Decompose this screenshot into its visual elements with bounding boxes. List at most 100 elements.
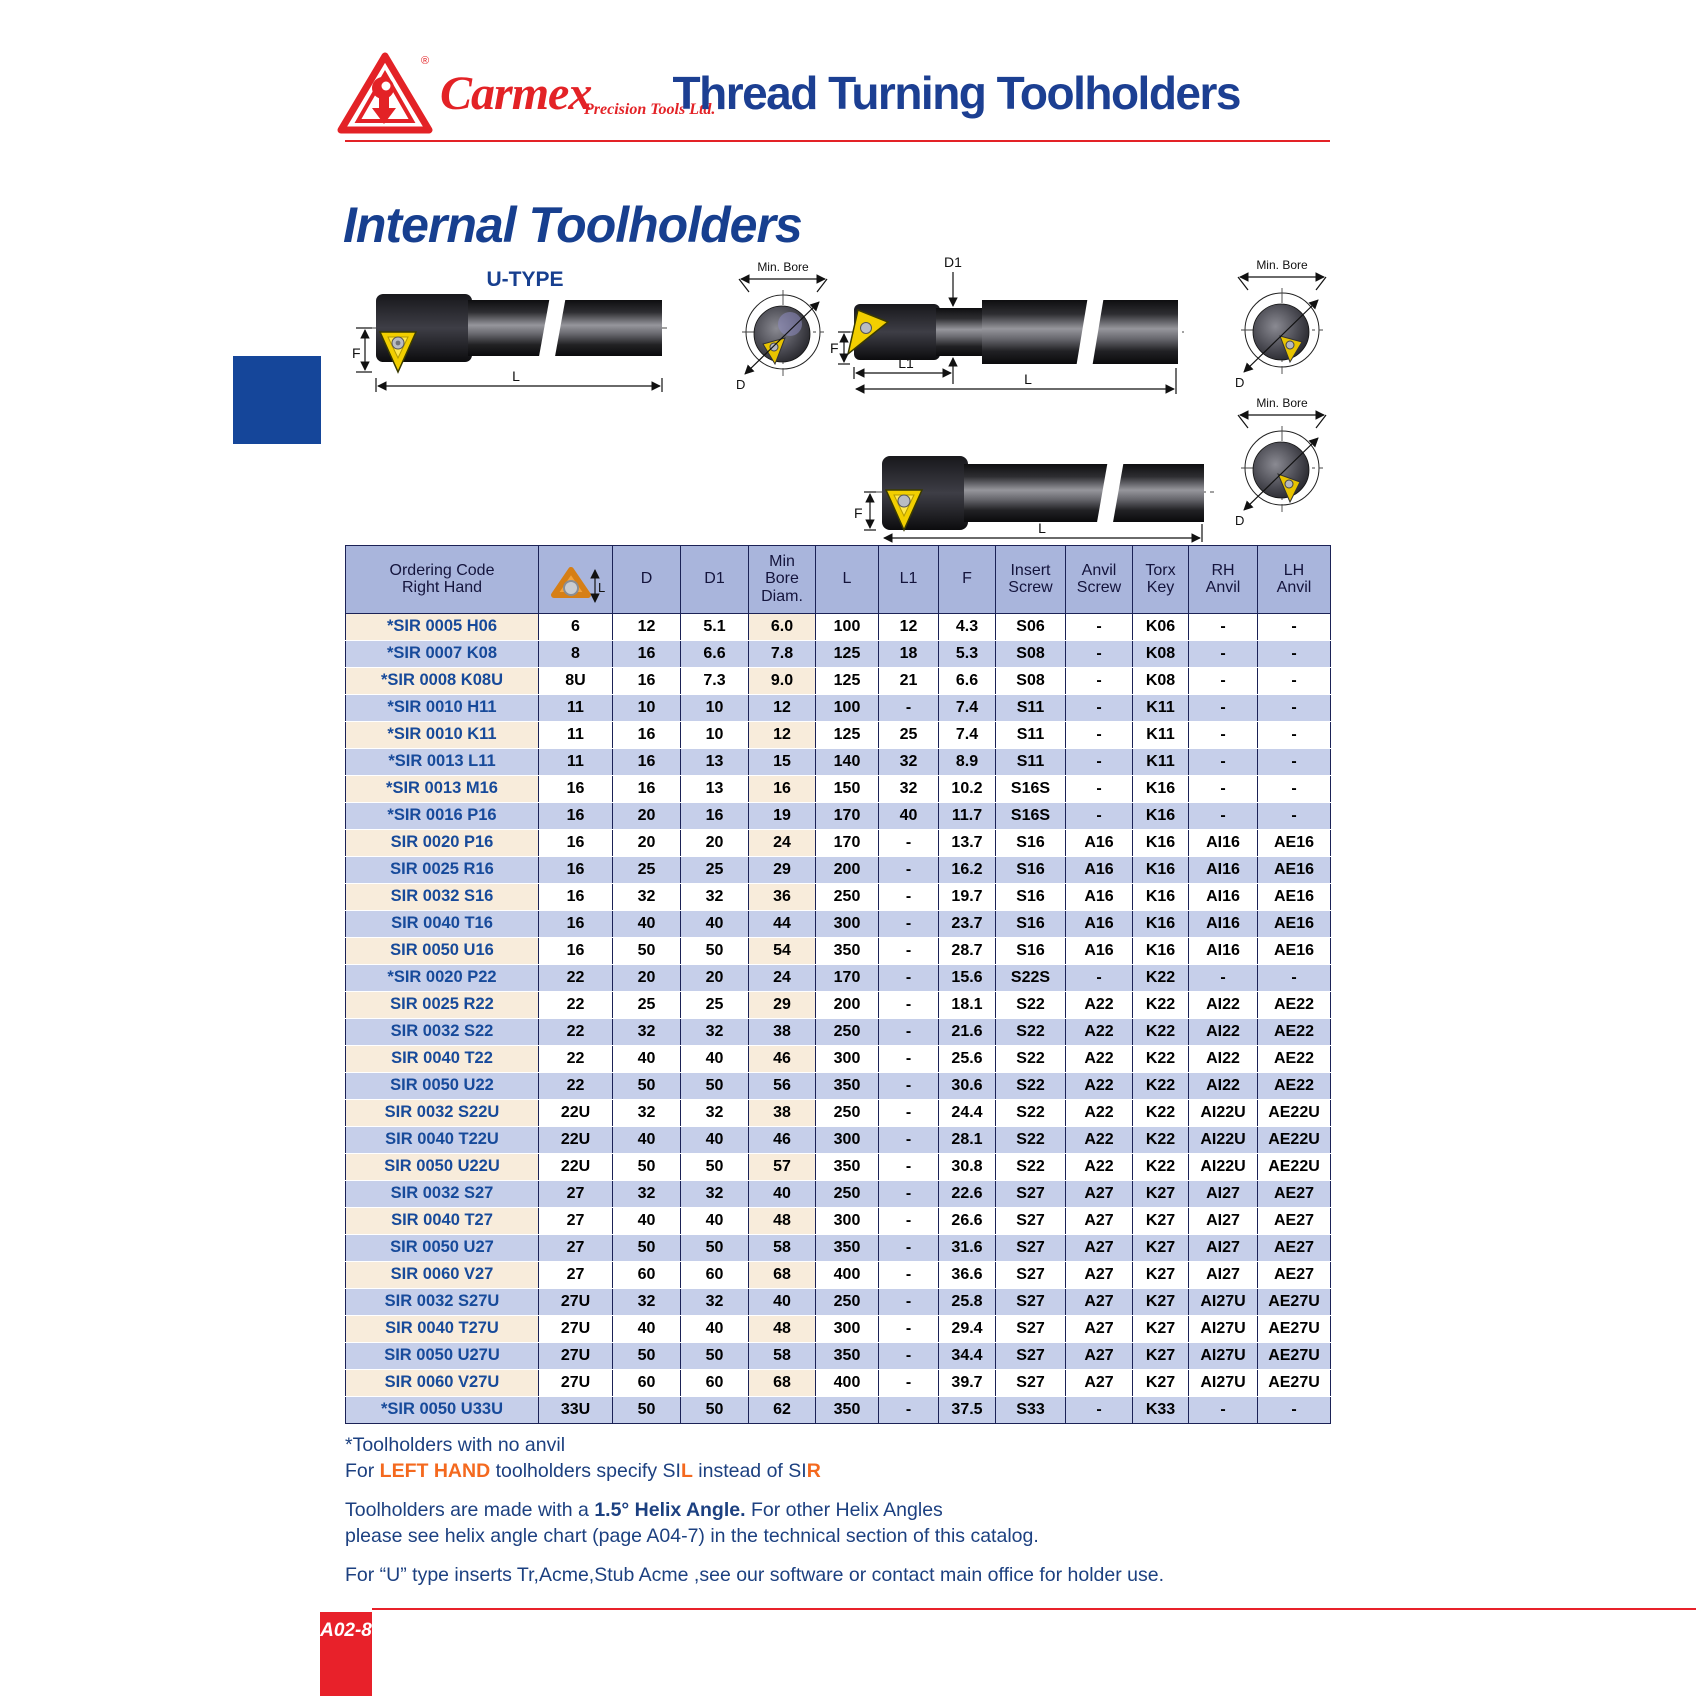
value-cell: 25.8 — [938, 1288, 996, 1316]
value-cell: 350 — [815, 1153, 879, 1181]
value-cell: 50 — [680, 1396, 749, 1424]
value-cell: K16 — [1132, 883, 1189, 911]
value-cell: 54 — [748, 937, 816, 965]
value-cell: A16 — [1065, 883, 1133, 911]
value-cell: 28.7 — [938, 937, 996, 965]
table-row: SIR 0040 T27U 27U 40 40 48 300-29.4 S27 A27 K27 A… — [345, 1315, 1331, 1343]
value-cell: 400 — [815, 1261, 879, 1289]
value-cell: - — [1065, 775, 1133, 803]
value-cell: 16 — [538, 937, 613, 965]
value-cell: K08 — [1132, 667, 1189, 695]
value-cell: 150 — [815, 775, 879, 803]
value-cell: 26.6 — [938, 1207, 996, 1235]
note-segment: For other Helix Angles — [745, 1499, 943, 1521]
value-cell: 48 — [748, 1315, 816, 1343]
value-cell: AI27U — [1188, 1342, 1258, 1370]
table-header-row: Ordering Code Right Hand L D D1 Min Bore… — [345, 545, 1331, 614]
value-cell: AI22 — [1188, 1072, 1258, 1100]
dim-d-label: D — [736, 377, 745, 392]
value-cell: - — [1257, 694, 1331, 722]
value-cell: S33 — [995, 1396, 1066, 1424]
value-cell: AI27 — [1188, 1234, 1258, 1262]
dim-l-label: L — [1038, 520, 1046, 536]
value-cell: A22 — [1065, 1153, 1133, 1181]
value-cell: S22 — [995, 991, 1066, 1019]
ordering-code-cell: *SIR 0016 P16 — [345, 802, 539, 830]
value-cell: 68 — [748, 1261, 816, 1289]
value-cell: 40 — [680, 1126, 749, 1154]
ordering-code-cell: *SIR 0008 K08U — [345, 667, 539, 695]
value-cell: - — [1188, 667, 1258, 695]
value-cell: 19 — [748, 802, 816, 830]
note-line: *Toolholders with no anvil — [345, 1432, 1245, 1458]
dim-l-label: L — [512, 368, 520, 384]
value-cell: 13 — [680, 775, 749, 803]
value-cell: AE27 — [1257, 1180, 1331, 1208]
value-cell: S16 — [995, 910, 1066, 938]
ordering-code-cell: *SIR 0020 P22 — [345, 964, 539, 992]
spec-table: Ordering Code Right Hand L D D1 Min Bore… — [345, 545, 1331, 1424]
table-row: SIR 0040 T27 27 40 40 48 300-26.6 S27 A27 K27 AI2… — [345, 1207, 1331, 1235]
value-cell: 7.4 — [938, 694, 996, 722]
value-cell: A27 — [1065, 1180, 1133, 1208]
col-l1: L1 — [878, 545, 939, 614]
value-cell: AE27U — [1257, 1288, 1331, 1316]
value-cell: 140 — [815, 748, 879, 776]
value-cell: K16 — [1132, 775, 1189, 803]
value-cell: 12 — [612, 613, 681, 641]
value-cell: 22.6 — [938, 1180, 996, 1208]
value-cell: S22 — [995, 1153, 1066, 1181]
table-row: *SIR 0008 K08U 8U 16 7.3 9.0 125 21 6.6 S08- K08-… — [345, 667, 1331, 695]
value-cell: 22 — [538, 991, 613, 1019]
col-insert-screw: Insert Screw — [995, 545, 1066, 614]
value-cell: 350 — [815, 1342, 879, 1370]
value-cell: AE27 — [1257, 1207, 1331, 1235]
end-view-diagram: Min. Bore D — [1235, 258, 1327, 390]
value-cell: S22 — [995, 1126, 1066, 1154]
ordering-code-cell: SIR 0050 U22U — [345, 1153, 539, 1181]
value-cell: AE22U — [1257, 1099, 1331, 1127]
ordering-code-cell: SIR 0025 R16 — [345, 856, 539, 884]
value-cell: 32 — [680, 1180, 749, 1208]
value-cell: AI16 — [1188, 883, 1258, 911]
value-cell: 12 — [748, 694, 816, 722]
value-cell: - — [878, 694, 939, 722]
value-cell: 16 — [612, 640, 681, 668]
value-cell: 15 — [748, 748, 816, 776]
col-torx-key: Torx Key — [1132, 545, 1189, 614]
value-cell: AI27U — [1188, 1369, 1258, 1397]
value-cell: S27 — [995, 1288, 1066, 1316]
value-cell: 10 — [680, 694, 749, 722]
ordering-code-cell: SIR 0040 T27 — [345, 1207, 539, 1235]
value-cell: 100 — [815, 613, 879, 641]
value-cell: - — [1188, 721, 1258, 749]
dim-d-label: D — [1235, 513, 1244, 528]
value-cell: K22 — [1132, 964, 1189, 992]
table-row: SIR 0060 V27U 27U 60 60 68 400-39.7 S27 A27 K27 A… — [345, 1369, 1331, 1397]
value-cell: 32 — [612, 1018, 681, 1046]
note-segment: please see helix angle chart (page A04-7… — [345, 1525, 1039, 1547]
value-cell: 250 — [815, 1180, 879, 1208]
value-cell: 7.8 — [748, 640, 816, 668]
blue-accent-square — [233, 356, 321, 444]
ordering-code-cell: *SIR 0007 K08 — [345, 640, 539, 668]
value-cell: 6.6 — [680, 640, 749, 668]
value-cell: 27 — [538, 1261, 613, 1289]
value-cell: 6 — [538, 613, 613, 641]
value-cell: K22 — [1132, 1153, 1189, 1181]
value-cell: 16 — [612, 667, 681, 695]
value-cell: S16 — [995, 856, 1066, 884]
value-cell: 16 — [538, 829, 613, 857]
value-cell: 11.7 — [938, 802, 996, 830]
value-cell: S11 — [995, 721, 1066, 749]
value-cell: 6.6 — [938, 667, 996, 695]
value-cell: S27 — [995, 1342, 1066, 1370]
value-cell: 9.0 — [748, 667, 816, 695]
value-cell: 4.3 — [938, 613, 996, 641]
value-cell: S22 — [995, 1099, 1066, 1127]
value-cell: K27 — [1132, 1315, 1189, 1343]
value-cell: 60 — [612, 1369, 681, 1397]
table-row: *SIR 0020 P22 22 20 20 24 170-15.6 S22S - K22- - — [345, 964, 1331, 992]
value-cell: 350 — [815, 1072, 879, 1100]
value-cell: K16 — [1132, 802, 1189, 830]
